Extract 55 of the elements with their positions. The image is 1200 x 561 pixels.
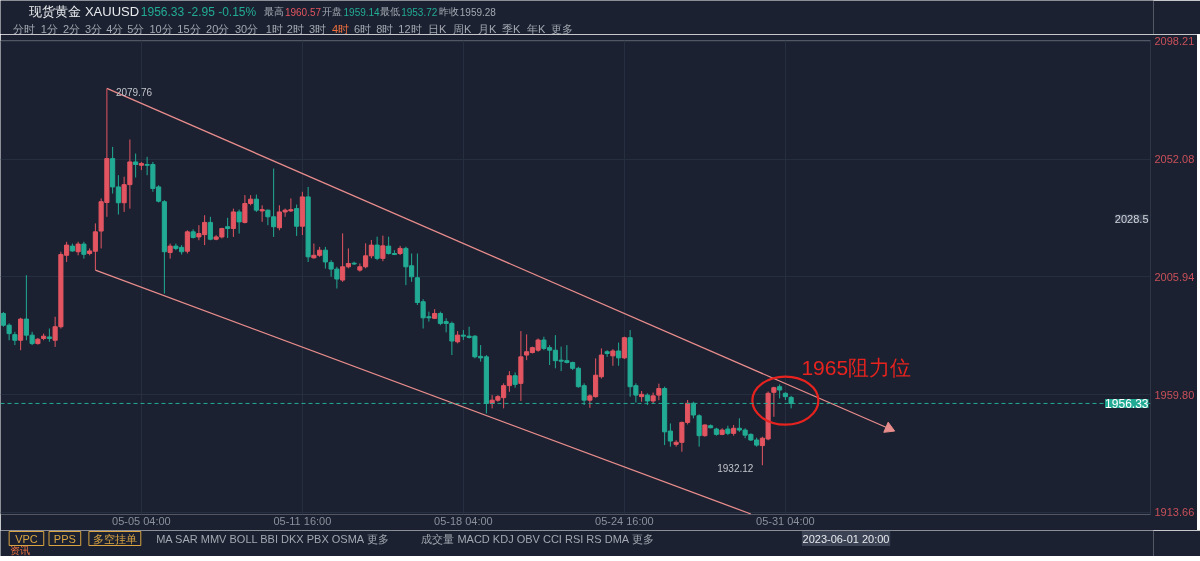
text: 年K bbox=[527, 22, 547, 35]
text: 日K bbox=[428, 22, 448, 35]
text: 10分 bbox=[149, 22, 173, 35]
text: 4时 bbox=[331, 22, 350, 35]
text: 5分 bbox=[127, 22, 145, 35]
text: 30分 bbox=[234, 22, 259, 35]
y-tick-label: 1959.80 bbox=[1154, 388, 1195, 401]
annotation: 1932.12 bbox=[717, 463, 754, 475]
text: 6时 bbox=[354, 22, 372, 35]
text: 月K bbox=[478, 22, 498, 35]
text: 1时 bbox=[265, 22, 283, 35]
x-tick-label: 05-05 04:00 bbox=[112, 514, 171, 527]
text: 2时 bbox=[286, 22, 304, 35]
text: 1959.28 bbox=[459, 6, 497, 18]
y-tick-label: 2005.94 bbox=[1154, 270, 1195, 283]
text: 2023-06-01 20:00 bbox=[802, 532, 890, 545]
annotation: 1965阻力位 bbox=[801, 355, 912, 379]
text: 季K bbox=[502, 22, 522, 35]
annotation: 2079.76 bbox=[115, 86, 153, 98]
x-tick-label: 05-31 04:00 bbox=[756, 514, 815, 527]
y-tick-label: 1913.66 bbox=[1154, 506, 1195, 519]
text: 分时 bbox=[12, 22, 35, 35]
text: 多空挂单 bbox=[92, 532, 137, 545]
chart-title: 现货黄金 XAUUSD bbox=[29, 4, 140, 19]
text: 最低 bbox=[380, 6, 401, 17]
text: MA SAR MMV BOLL BBI DKX PBX OSMA 更多 bbox=[156, 532, 389, 545]
text: 1959.14 bbox=[343, 6, 381, 18]
text: 1953.72 bbox=[401, 6, 438, 18]
annotation: 2028.5 bbox=[1114, 212, 1149, 225]
text: 资讯 bbox=[10, 545, 31, 556]
text: 昨收 bbox=[438, 6, 459, 17]
y-tick-label: 2052.08 bbox=[1154, 153, 1195, 166]
text: 更多 bbox=[551, 22, 574, 35]
text: 3分 bbox=[85, 22, 103, 35]
text: 成交量 MACD KDJ OBV CCI RSI RS DMA 更多 bbox=[421, 532, 654, 545]
text: 12时 bbox=[398, 22, 422, 35]
x-tick-label: 05-24 16:00 bbox=[595, 514, 654, 527]
text: 开盘 bbox=[322, 6, 343, 17]
text: 1960.57 bbox=[284, 6, 322, 18]
ref-line-label: 1956.33 bbox=[1105, 396, 1149, 411]
y-tick-label: 2098.21 bbox=[1154, 35, 1195, 48]
x-tick-label: 05-11 16:00 bbox=[273, 514, 332, 527]
text: 8时 bbox=[376, 22, 394, 35]
text: 15分 bbox=[177, 22, 201, 35]
text: VPC bbox=[15, 532, 38, 545]
text: 4分 bbox=[106, 22, 124, 35]
text: 2分 bbox=[62, 22, 81, 35]
text: 周K bbox=[453, 22, 473, 35]
x-tick-label: 05-18 04:00 bbox=[434, 514, 493, 527]
text: PPS bbox=[53, 532, 76, 545]
text: 1分 bbox=[40, 22, 58, 35]
text: 最高 bbox=[263, 6, 284, 17]
text: 20分 bbox=[206, 22, 230, 35]
chart-subtitle: 1956.33 -2.95 -0.15% bbox=[140, 4, 257, 19]
text: 3时 bbox=[308, 22, 327, 35]
